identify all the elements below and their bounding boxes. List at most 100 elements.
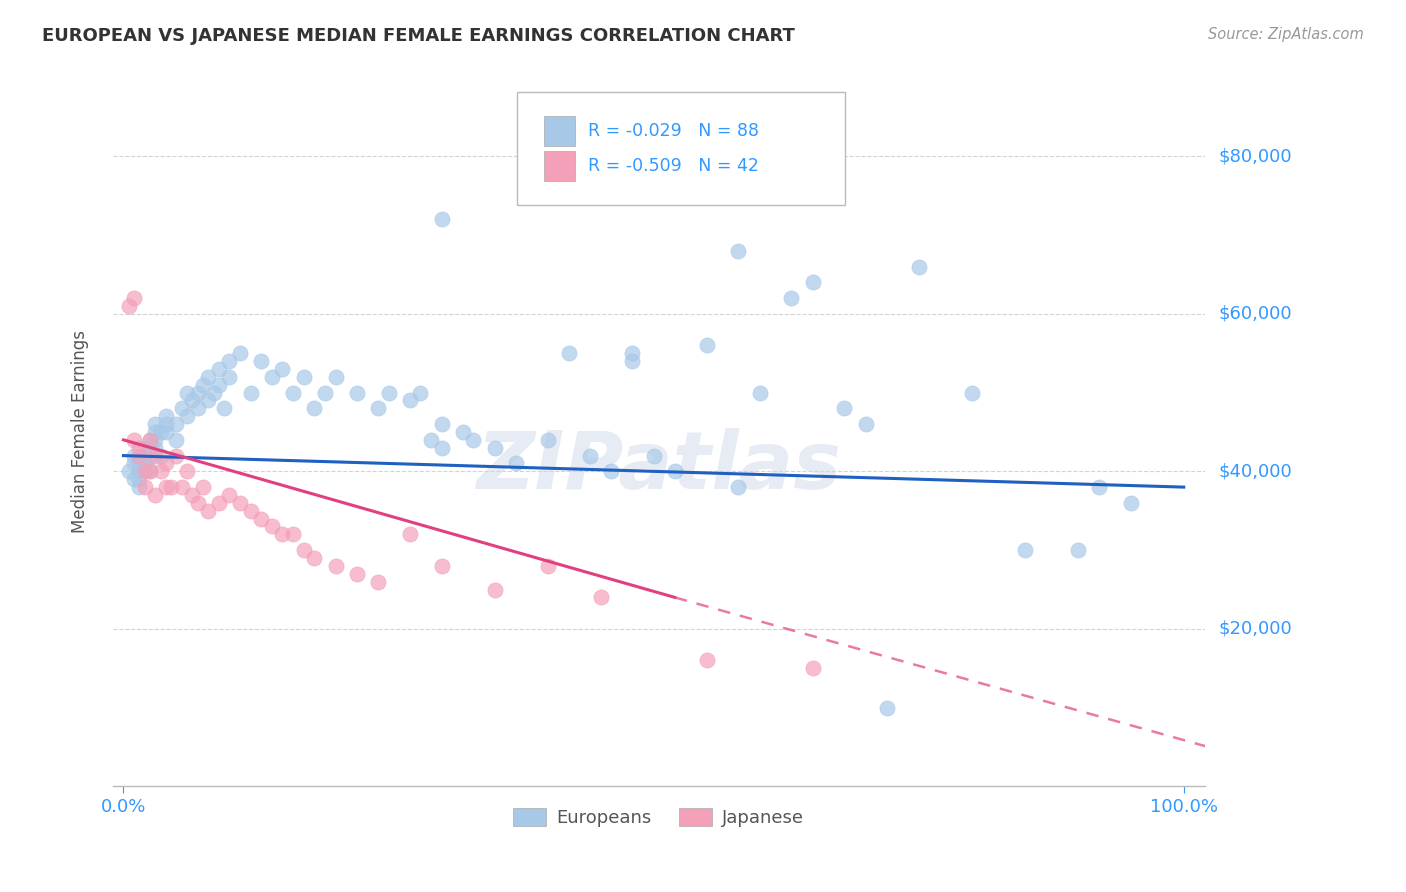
Point xyxy=(281,527,304,541)
Point xyxy=(134,464,156,478)
Text: $80,000: $80,000 xyxy=(1219,147,1292,165)
Point xyxy=(160,480,183,494)
Point xyxy=(292,543,315,558)
Point xyxy=(325,369,347,384)
Point xyxy=(780,291,803,305)
Point xyxy=(907,260,929,274)
Point xyxy=(377,385,399,400)
Point xyxy=(398,527,420,541)
Point xyxy=(128,449,150,463)
Point xyxy=(218,354,240,368)
Point xyxy=(155,409,177,424)
Point xyxy=(187,385,209,400)
Point xyxy=(134,480,156,494)
Text: $60,000: $60,000 xyxy=(1219,305,1292,323)
Point xyxy=(143,425,166,439)
Text: R = -0.509   N = 42: R = -0.509 N = 42 xyxy=(588,157,759,175)
Point xyxy=(212,401,235,416)
Point xyxy=(197,369,219,384)
Point xyxy=(696,653,718,667)
Point xyxy=(801,661,824,675)
Point xyxy=(139,441,162,455)
Text: Source: ZipAtlas.com: Source: ZipAtlas.com xyxy=(1208,27,1364,42)
Point xyxy=(1088,480,1111,494)
Point xyxy=(170,401,193,416)
Point xyxy=(191,480,214,494)
Point xyxy=(128,457,150,471)
Point xyxy=(696,338,718,352)
Point xyxy=(304,551,326,566)
Point xyxy=(139,433,162,447)
FancyBboxPatch shape xyxy=(544,151,575,181)
Point xyxy=(727,244,749,258)
Point xyxy=(139,433,162,447)
Text: R = -0.029   N = 88: R = -0.029 N = 88 xyxy=(588,121,759,140)
Text: $20,000: $20,000 xyxy=(1219,620,1292,638)
Point xyxy=(155,480,177,494)
Point xyxy=(536,433,558,447)
Point xyxy=(128,441,150,455)
FancyBboxPatch shape xyxy=(544,116,575,145)
Point xyxy=(187,496,209,510)
Y-axis label: Median Female Earnings: Median Female Earnings xyxy=(72,330,89,533)
Point xyxy=(143,433,166,447)
Point xyxy=(191,377,214,392)
Point xyxy=(122,472,145,486)
Point xyxy=(143,488,166,502)
FancyBboxPatch shape xyxy=(517,92,845,205)
Point xyxy=(346,566,368,581)
Point xyxy=(505,457,527,471)
Point xyxy=(143,417,166,431)
Point xyxy=(621,346,644,360)
Point xyxy=(409,385,432,400)
Point xyxy=(118,299,141,313)
Point xyxy=(122,449,145,463)
Point xyxy=(304,401,326,416)
Point xyxy=(398,393,420,408)
Point xyxy=(484,582,506,597)
Point xyxy=(260,369,283,384)
Point xyxy=(166,449,188,463)
Point xyxy=(134,441,156,455)
Text: $40,000: $40,000 xyxy=(1219,462,1292,481)
Point xyxy=(367,574,389,589)
Point xyxy=(149,449,172,463)
Point xyxy=(122,433,145,447)
Point xyxy=(314,385,336,400)
Point xyxy=(139,464,162,478)
Point xyxy=(579,449,602,463)
Point xyxy=(208,362,231,376)
Point xyxy=(727,480,749,494)
Point xyxy=(208,496,231,510)
Point xyxy=(229,496,252,510)
Point xyxy=(1014,543,1036,558)
Point xyxy=(250,511,273,525)
Point xyxy=(143,449,166,463)
Point xyxy=(271,527,294,541)
Point xyxy=(166,433,188,447)
Point xyxy=(229,346,252,360)
Text: ZIPatlas: ZIPatlas xyxy=(477,428,841,507)
Point xyxy=(430,558,453,573)
Point xyxy=(128,480,150,494)
Point xyxy=(643,449,665,463)
Point xyxy=(239,504,262,518)
Point xyxy=(281,385,304,400)
Point xyxy=(292,369,315,384)
Legend: Europeans, Japanese: Europeans, Japanese xyxy=(506,800,811,834)
Point xyxy=(419,433,441,447)
Point xyxy=(855,417,877,431)
Point xyxy=(218,369,240,384)
Point xyxy=(876,700,898,714)
Point xyxy=(181,393,204,408)
Point xyxy=(589,591,612,605)
Point xyxy=(250,354,273,368)
Point xyxy=(239,385,262,400)
Point xyxy=(621,354,644,368)
Point xyxy=(122,457,145,471)
Point xyxy=(176,464,198,478)
Point xyxy=(139,449,162,463)
Point xyxy=(346,385,368,400)
Point xyxy=(166,417,188,431)
Point xyxy=(451,425,474,439)
